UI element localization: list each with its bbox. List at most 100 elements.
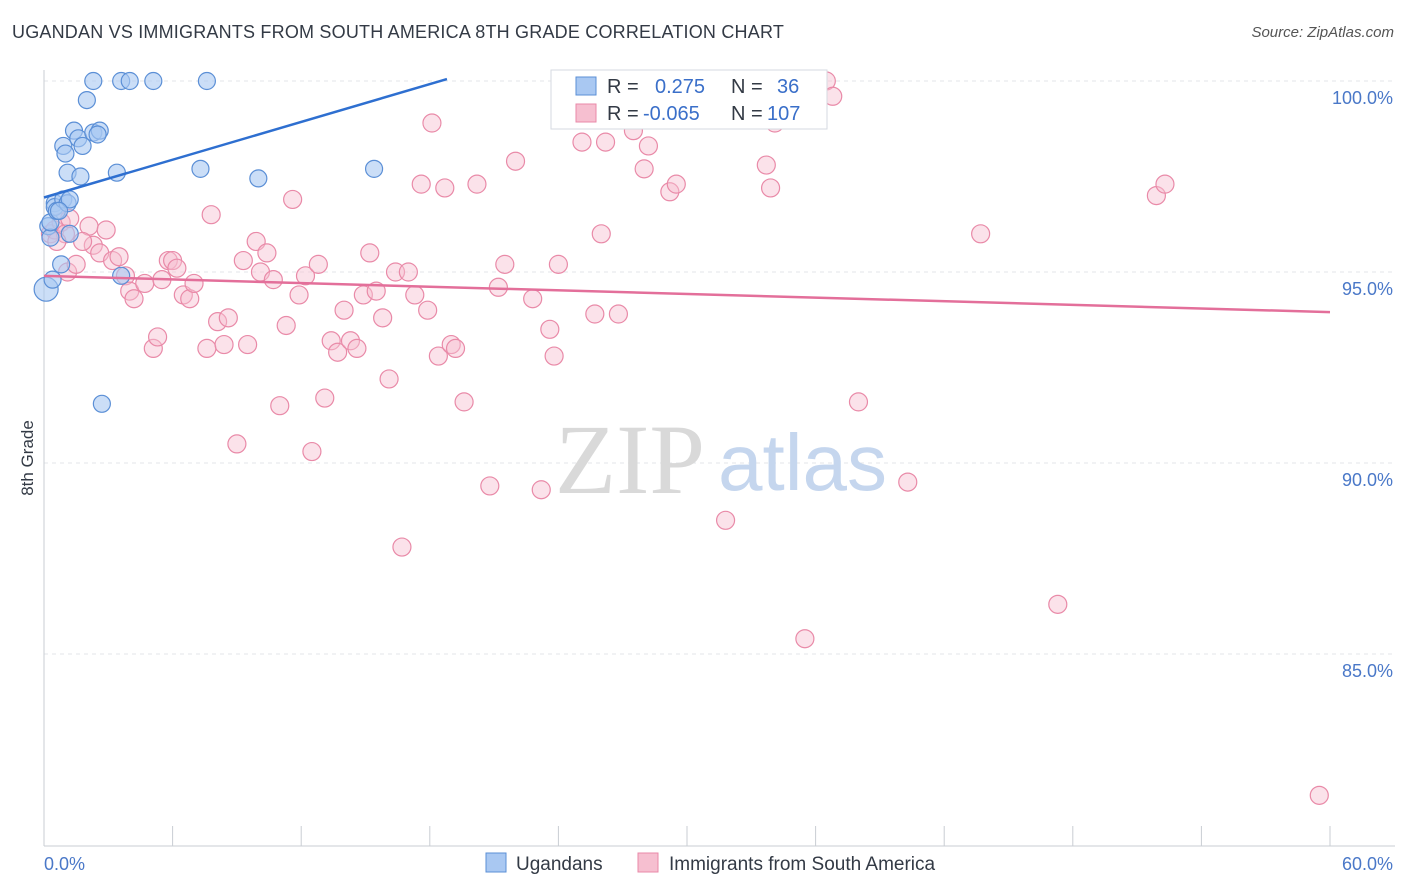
trend-line-ugandans (43, 77, 448, 199)
data-point-immigrants (373, 308, 393, 328)
data-point-ugandans (144, 71, 163, 91)
data-point-immigrants (544, 346, 564, 366)
bottom-legend-swatch-ugandans (485, 852, 507, 873)
data-point-ugandans (43, 270, 62, 289)
data-point-immigrants (233, 250, 253, 271)
data-point-immigrants (422, 113, 442, 133)
data-point-immigrants (283, 189, 303, 210)
legend-swatch-immigrants (575, 103, 597, 123)
data-point-immigrants (184, 273, 204, 294)
bottom-legend-label-ugandans: Ugandans (516, 854, 603, 875)
bottom-legend-swatch-immigrants (637, 852, 659, 873)
data-point-ugandans (49, 201, 69, 220)
data-point-immigrants (445, 338, 466, 358)
data-point-immigrants (495, 254, 515, 274)
x-tick-label-min: 0.0% (44, 854, 85, 874)
data-point-immigrants (96, 220, 116, 240)
data-point-ugandans (56, 144, 75, 163)
data-point-ugandans (249, 169, 268, 188)
data-point-immigrants (848, 392, 869, 412)
data-point-immigrants (660, 182, 680, 202)
data-point-immigrants (315, 388, 335, 408)
data-point-ugandans (73, 136, 92, 156)
data-point-immigrants (523, 289, 543, 309)
data-point-immigrants (214, 334, 234, 355)
trend-line-immigrants (43, 274, 1331, 314)
data-point-immigrants (201, 205, 221, 225)
legend-r-label-1: R = (607, 76, 639, 98)
data-point-immigrants (238, 334, 258, 355)
stats-legend-box (550, 69, 828, 130)
data-point-immigrants (411, 174, 431, 194)
data-point-ugandans (88, 125, 107, 144)
data-point-immigrants (360, 243, 380, 263)
data-point-immigrants (328, 342, 348, 362)
data-point-ugandans (120, 71, 139, 91)
watermark-atlas: atlas (718, 418, 887, 507)
data-point-immigrants (295, 266, 316, 286)
data-point-immigrants (405, 285, 425, 305)
data-point-immigrants (591, 224, 611, 244)
y-tick-label: 95.0% (1342, 279, 1393, 299)
data-point-immigrants (608, 304, 629, 324)
data-point-immigrants (454, 392, 474, 412)
data-point-immigrants (634, 159, 654, 179)
data-point-immigrants (971, 224, 991, 244)
y-tick-label: 100.0% (1332, 88, 1393, 108)
data-point-immigrants (366, 281, 386, 301)
data-point-immigrants (347, 338, 367, 358)
x-axis-ticks (43, 826, 1331, 846)
data-point-immigrants (109, 247, 129, 267)
data-point-immigrants (308, 254, 328, 274)
data-point-immigrants (276, 315, 296, 336)
watermark-zip: ZIP (555, 404, 705, 515)
data-point-ugandans (197, 71, 216, 91)
chart-title: UGANDAN VS IMMIGRANTS FROM SOUTH AMERICA… (12, 22, 785, 42)
data-point-immigrants (208, 312, 228, 332)
data-point-immigrants (180, 289, 200, 309)
data-point-immigrants (760, 178, 781, 198)
data-point-immigrants (334, 300, 354, 320)
gridlines (44, 80, 1395, 655)
data-point-immigrants (467, 174, 487, 194)
data-point-immigrants (1309, 785, 1329, 805)
data-point-ugandans (364, 159, 384, 178)
bottom-legend-label-immigrants: Immigrants from South America (669, 854, 936, 875)
data-point-immigrants (795, 629, 815, 649)
data-point-immigrants (218, 308, 238, 328)
data-point-ugandans (92, 394, 111, 413)
data-point-immigrants (270, 396, 290, 416)
legend-swatch-ugandans (575, 76, 597, 96)
data-point-immigrants (392, 537, 412, 557)
data-point-immigrants (638, 136, 659, 156)
data-point-immigrants (167, 258, 187, 278)
legend-n-value-2: 107 (767, 103, 800, 125)
source-credit: Source: ZipAtlas.com (1251, 24, 1394, 41)
data-point-ugandans (191, 159, 210, 178)
data-point-immigrants (756, 155, 776, 175)
data-point-immigrants (289, 285, 309, 305)
data-point-immigrants (257, 243, 277, 263)
data-point-immigrants (147, 327, 168, 347)
data-point-immigrants (83, 235, 103, 255)
data-point-immigrants (898, 472, 918, 492)
y-axis-label: 8th Grade (18, 420, 37, 496)
data-point-ugandans (60, 224, 79, 243)
data-point-ugandans (52, 255, 71, 274)
data-point-ugandans (112, 266, 131, 285)
data-point-immigrants (595, 132, 616, 152)
y-tick-label: 85.0% (1342, 661, 1393, 681)
data-point-immigrants (124, 289, 144, 309)
data-point-immigrants (715, 510, 736, 530)
trend-lines (43, 77, 1331, 314)
bottom-legend: Ugandans Immigrants from South America (485, 852, 936, 875)
data-point-immigrants (418, 300, 438, 320)
legend-n-value-1: 36 (777, 76, 799, 98)
data-point-ugandans (41, 228, 60, 247)
data-point-immigrants (379, 369, 399, 389)
data-point-immigrants (666, 174, 686, 194)
legend-r-value-2: -0.065 (643, 103, 700, 125)
legend-r-value-1: 0.275 (655, 76, 705, 98)
data-point-immigrants (548, 254, 569, 274)
